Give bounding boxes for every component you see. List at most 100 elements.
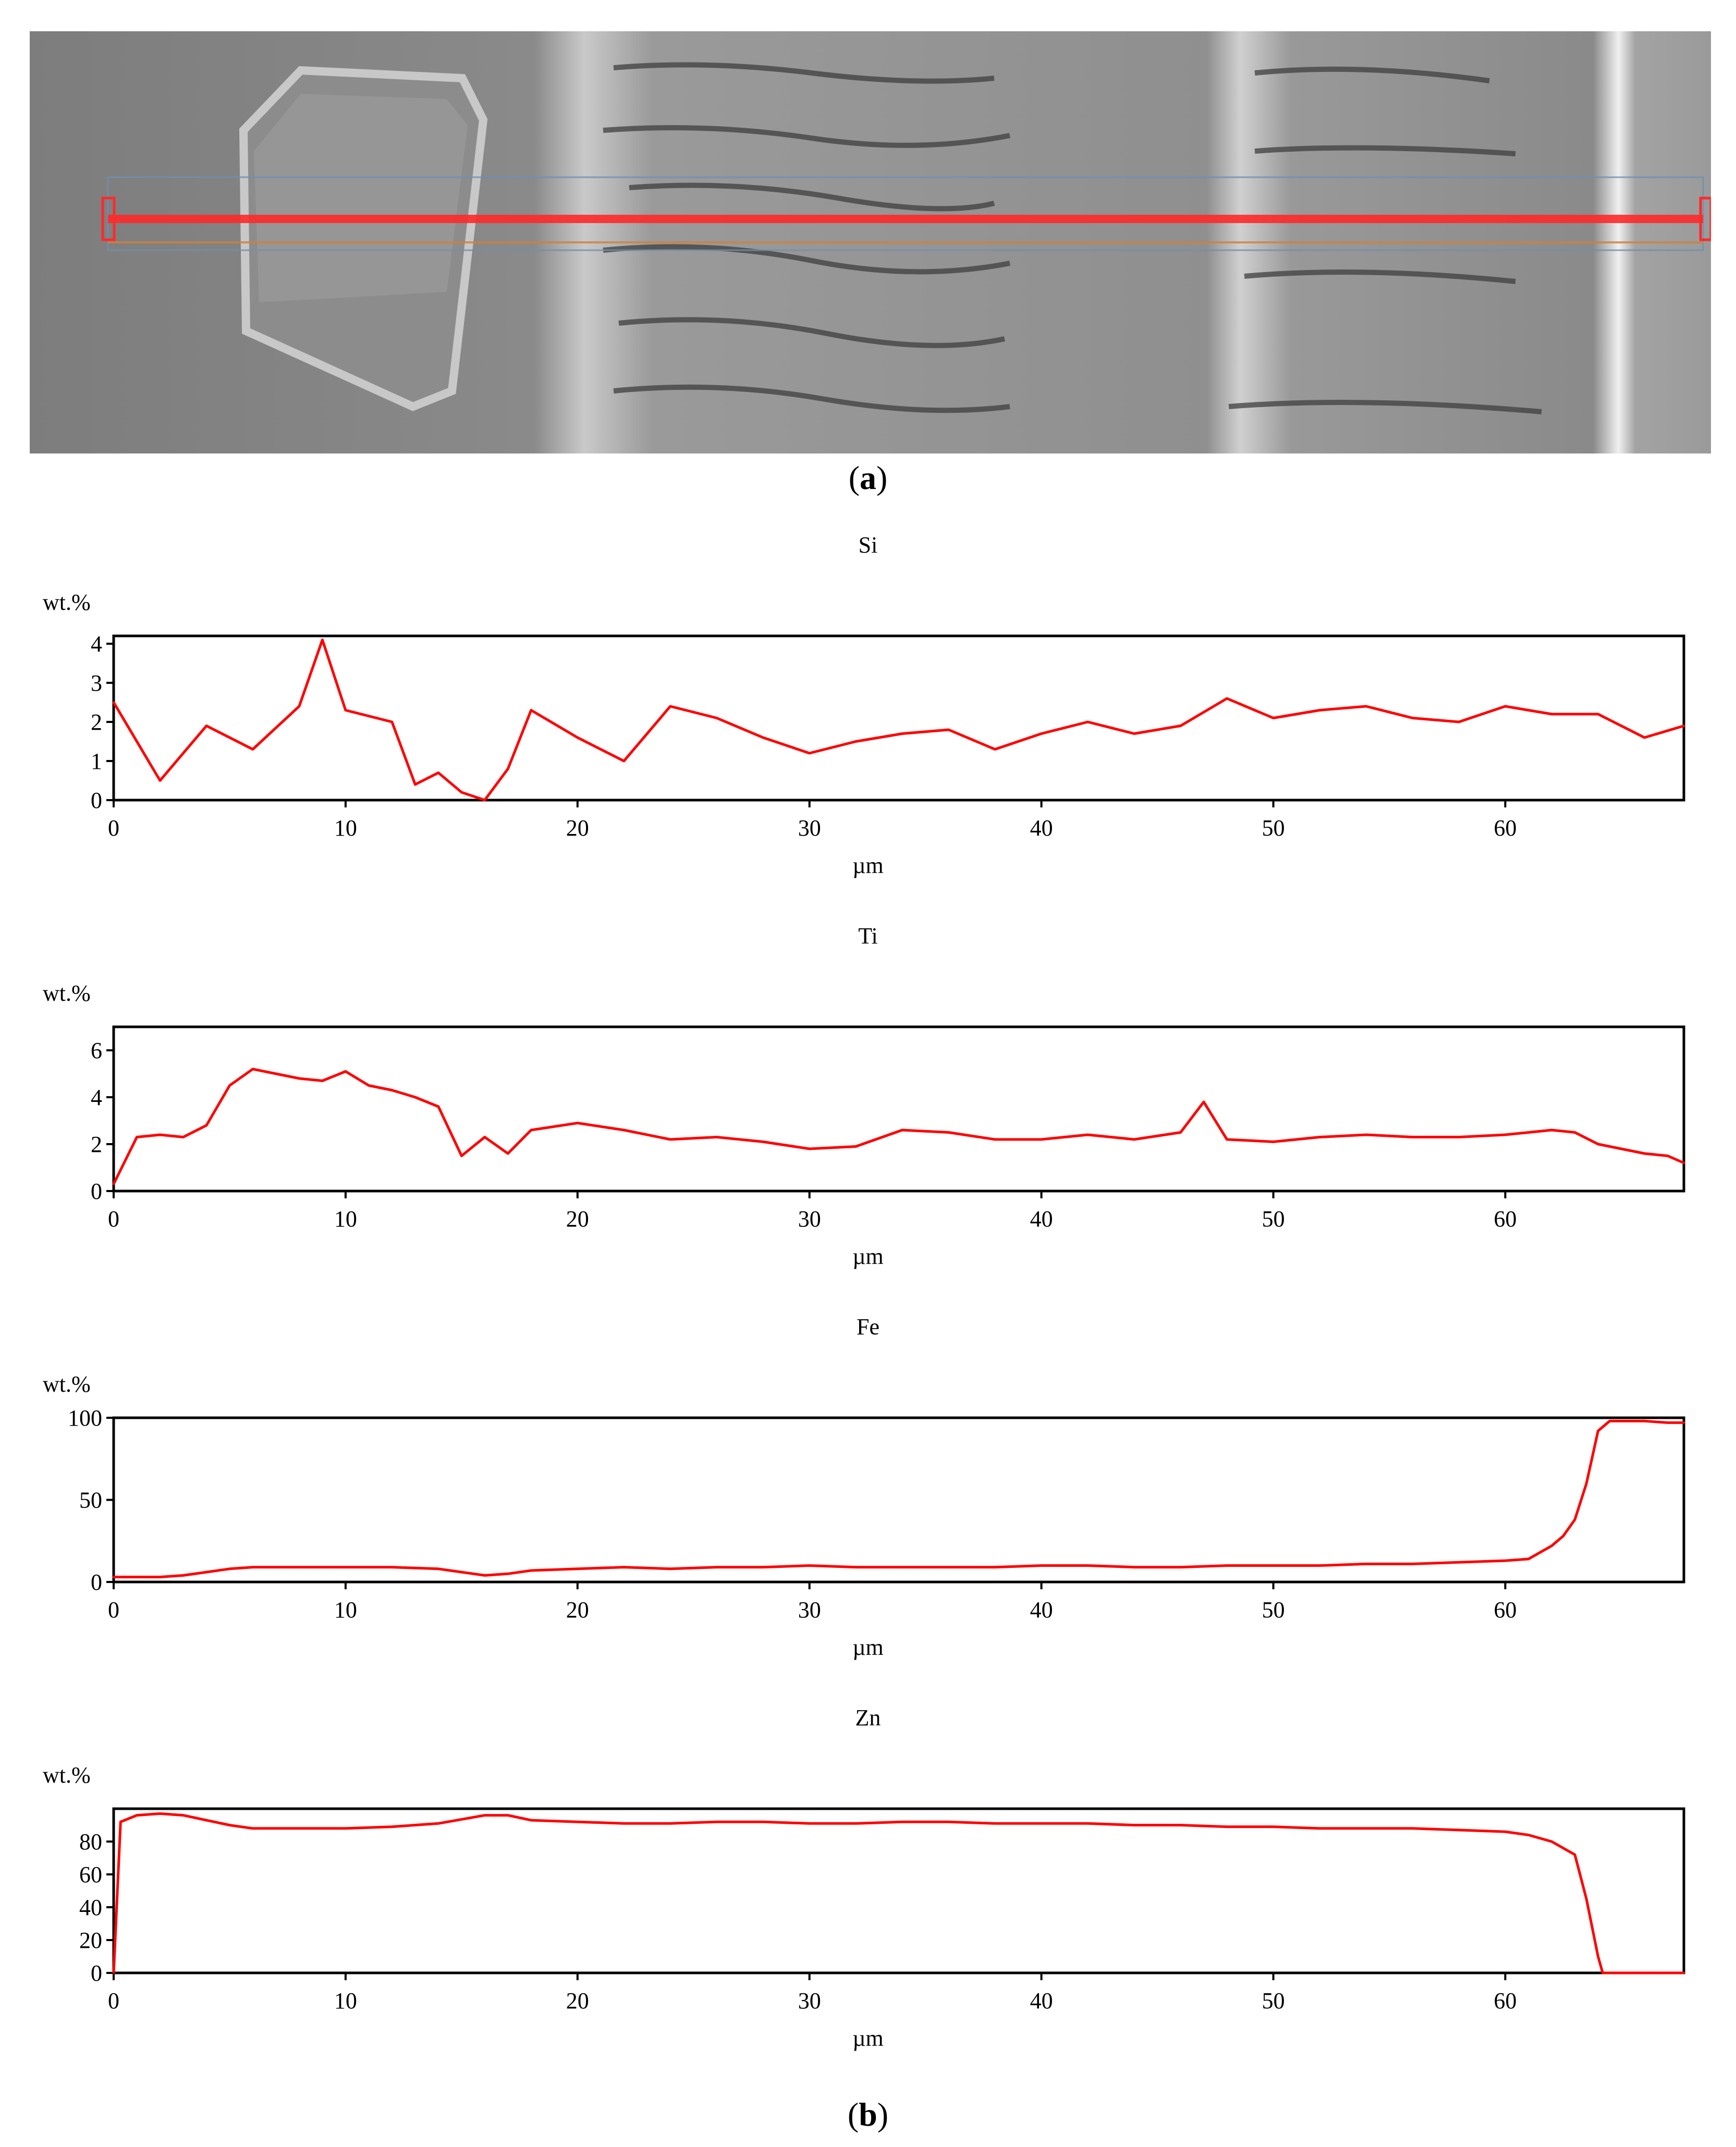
ti-data-point bbox=[901, 1129, 903, 1131]
si-y-axis-title: wt.% bbox=[43, 590, 91, 615]
ti-data-point bbox=[1203, 1101, 1205, 1103]
zn-data-point bbox=[1040, 1822, 1043, 1825]
fe-data-point bbox=[762, 1566, 764, 1568]
si-data-point bbox=[298, 705, 300, 707]
zn-x-tick-label: 50 bbox=[1262, 1988, 1285, 2014]
ti-x-tick-label: 50 bbox=[1262, 1206, 1285, 1232]
ti-data-point bbox=[669, 1138, 671, 1140]
fe-data-point bbox=[228, 1567, 231, 1570]
fe-x-tick-label: 10 bbox=[334, 1597, 357, 1623]
si-data-point bbox=[1458, 721, 1460, 723]
fe-data-point bbox=[390, 1566, 393, 1568]
ti-profile-chart: Ti wt.% 0 2 4 6 0 10 20 30 40 50 60 µm bbox=[0, 912, 1736, 1298]
zn-plot-frame bbox=[112, 1807, 1685, 1974]
fe-data-point bbox=[576, 1567, 579, 1570]
fe-data-point bbox=[483, 1574, 486, 1577]
fe-data-point bbox=[1597, 1430, 1599, 1432]
fe-data-point bbox=[1086, 1564, 1089, 1567]
si-data-point bbox=[437, 771, 439, 774]
si-data-point bbox=[390, 721, 393, 723]
zn-data-point bbox=[1597, 1955, 1599, 1958]
si-profile-chart: Si wt.% 0 1 2 3 4 0 10 20 30 40 50 60 µm bbox=[0, 521, 1736, 907]
ti-data-point bbox=[1086, 1134, 1089, 1136]
ti-data-point bbox=[298, 1077, 300, 1079]
ti-plot-frame bbox=[112, 1025, 1685, 1193]
fe-data-point bbox=[530, 1569, 532, 1572]
ti-data-point bbox=[1040, 1138, 1043, 1140]
si-data-point bbox=[460, 791, 463, 793]
fe-data-point bbox=[1040, 1564, 1043, 1567]
si-data-point bbox=[576, 737, 579, 739]
scan-start-marker bbox=[101, 197, 116, 241]
fe-x-tick-label: 40 bbox=[1030, 1597, 1053, 1623]
zn-profile-chart: Zn wt.% 0 20 40 60 80 0 10 20 30 40 50 60 µm bbox=[0, 1694, 1736, 2080]
si-data-point bbox=[947, 729, 950, 731]
scan-end-marker bbox=[1699, 197, 1711, 241]
zn-x-tick-label: 20 bbox=[566, 1988, 589, 2014]
zn-data-point bbox=[1458, 1829, 1460, 1831]
zn-data-point bbox=[483, 1814, 486, 1817]
si-data-point bbox=[622, 760, 625, 762]
si-data-point bbox=[530, 709, 532, 711]
fe-data-point bbox=[1272, 1564, 1275, 1567]
si-x-tick-label: 50 bbox=[1262, 815, 1285, 841]
fe-x-tick-label: 30 bbox=[798, 1597, 821, 1623]
ti-y-tick-label: 0 bbox=[91, 1179, 102, 1204]
ti-data-point bbox=[1365, 1134, 1367, 1136]
fe-data-point bbox=[1133, 1566, 1135, 1568]
fe-data-point bbox=[1550, 1544, 1553, 1547]
ti-data-point bbox=[1620, 1148, 1622, 1150]
ti-x-tick-label: 30 bbox=[798, 1206, 821, 1232]
ti-data-point bbox=[530, 1129, 532, 1131]
zn-x-tick-label: 40 bbox=[1030, 1988, 1053, 2014]
fe-data-point bbox=[1226, 1564, 1228, 1567]
zn-data-point bbox=[1585, 1898, 1588, 1900]
si-data-point bbox=[113, 701, 115, 704]
si-y-tick-label: 2 bbox=[91, 709, 102, 735]
si-data-point bbox=[901, 732, 903, 735]
zn-data-point bbox=[715, 1821, 718, 1823]
fe-data-point bbox=[669, 1567, 671, 1570]
si-data-point bbox=[1226, 697, 1228, 700]
zn-y-tick-label: 20 bbox=[79, 1928, 102, 1953]
ti-data-point bbox=[1504, 1134, 1507, 1136]
fe-data-point bbox=[205, 1571, 207, 1574]
zn-x-tick-label: 10 bbox=[334, 1988, 357, 2014]
fe-x-tick-label: 60 bbox=[1494, 1597, 1517, 1623]
fe-data-point bbox=[994, 1566, 996, 1568]
fe-profile-chart: Fe wt.% 0 50 100 0 10 20 30 40 50 60 µm bbox=[0, 1303, 1736, 1689]
fe-data-point bbox=[251, 1566, 254, 1568]
si-data-point bbox=[483, 799, 486, 801]
ti-data-point bbox=[854, 1145, 857, 1148]
zn-data-point bbox=[1573, 1854, 1576, 1856]
si-x-axis-title: µm bbox=[852, 853, 884, 878]
fe-data-point bbox=[1608, 1420, 1611, 1422]
zn-data-point bbox=[947, 1821, 950, 1823]
zn-y-axis-title: wt.% bbox=[43, 1762, 91, 1788]
fe-data-point bbox=[1318, 1564, 1321, 1567]
fe-data-point bbox=[947, 1566, 950, 1568]
fe-data-point bbox=[1573, 1518, 1576, 1521]
zn-y-tick-label: 0 bbox=[91, 1960, 102, 1986]
zn-x-axis-title: µm bbox=[852, 2026, 884, 2051]
fe-data-point bbox=[1620, 1420, 1622, 1422]
fe-x-tick-label: 20 bbox=[566, 1597, 589, 1623]
si-data-point bbox=[205, 725, 207, 727]
ti-data-point bbox=[1272, 1140, 1275, 1143]
ti-data-point bbox=[251, 1068, 254, 1070]
zn-data-point bbox=[1666, 1972, 1669, 1974]
zn-profile-line bbox=[112, 1812, 1684, 1974]
fe-chart-title: Fe bbox=[857, 1314, 879, 1340]
fe-data-point bbox=[1365, 1563, 1367, 1565]
ti-data-point bbox=[228, 1084, 231, 1087]
zn-data-point bbox=[1550, 1841, 1553, 1843]
ti-data-point bbox=[576, 1122, 579, 1124]
zn-data-point bbox=[205, 1819, 207, 1822]
fe-y-tick-label: 50 bbox=[79, 1488, 102, 1513]
fe-data-point bbox=[1562, 1535, 1564, 1537]
ti-x-tick-label: 40 bbox=[1030, 1206, 1053, 1232]
ti-data-point bbox=[1458, 1136, 1460, 1138]
ti-data-point bbox=[275, 1073, 277, 1075]
zn-data-point bbox=[994, 1822, 996, 1825]
ti-profile-line bbox=[112, 1068, 1684, 1185]
